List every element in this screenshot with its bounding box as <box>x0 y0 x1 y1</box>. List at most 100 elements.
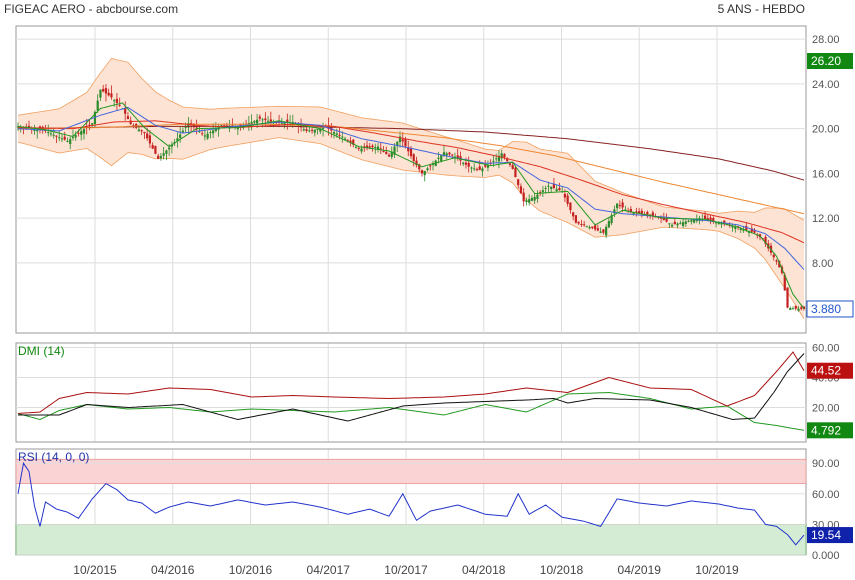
candle-body <box>569 202 572 211</box>
candle-body <box>52 134 55 136</box>
rsi-tick-label: 60.00 <box>812 489 840 501</box>
candle-body <box>533 196 536 201</box>
time-tick-label: 04/2019 <box>618 563 662 577</box>
candle-body <box>687 220 690 222</box>
candle-body <box>558 187 561 191</box>
candle-body <box>338 134 341 136</box>
candle-body <box>385 151 388 155</box>
candle-body <box>319 128 322 132</box>
candle-body <box>464 162 468 165</box>
candle-body <box>36 129 39 132</box>
candle-body <box>613 209 616 214</box>
candle-body <box>66 140 69 142</box>
candle-body <box>407 147 410 152</box>
candle-body <box>448 152 451 155</box>
candle-body <box>77 132 80 134</box>
candle-body <box>264 118 267 121</box>
candle-body <box>712 218 715 222</box>
candle-body <box>478 166 481 171</box>
candle-body <box>74 135 77 138</box>
candle-body <box>115 98 119 103</box>
rsi-title: RSI (14, 0, 0) <box>18 450 89 464</box>
candle-body <box>563 193 567 198</box>
time-tick-label: 04/2016 <box>151 563 195 577</box>
candle-body <box>354 146 358 148</box>
time-tick-label: 04/2018 <box>462 563 506 577</box>
candle-body <box>165 150 168 154</box>
candle-body <box>445 153 448 156</box>
candle-body <box>341 136 344 138</box>
candle-body <box>462 162 465 164</box>
candle-body <box>146 133 149 139</box>
candle-body <box>426 168 429 171</box>
adx-line <box>18 353 805 422</box>
candle-body <box>442 152 446 157</box>
candle-body <box>143 131 146 134</box>
candle-body <box>802 306 806 309</box>
candle-body <box>451 154 454 156</box>
candle-body <box>27 125 31 129</box>
candle-body <box>670 224 674 227</box>
candle-body <box>629 209 632 212</box>
candle-body <box>739 228 742 230</box>
dmi-tick-label: 20.00 <box>812 403 840 415</box>
price-grid <box>15 25 807 555</box>
candle-body <box>574 215 577 223</box>
candle-body <box>239 123 242 127</box>
candle-body <box>552 183 556 188</box>
candle-body <box>679 222 682 224</box>
bollinger-lower-line <box>17 137 805 320</box>
candle-body <box>129 120 132 125</box>
candle-body <box>308 130 311 132</box>
candle-body <box>201 133 204 135</box>
candle-body <box>511 165 514 169</box>
candle-body <box>440 154 443 162</box>
candle-body <box>709 217 712 221</box>
candle-body <box>566 195 569 204</box>
candle-body <box>585 226 588 228</box>
candle-body <box>124 108 127 114</box>
candle-body <box>594 225 597 230</box>
candle-body <box>610 215 613 224</box>
candle-body <box>555 189 558 191</box>
candle-body <box>514 167 517 178</box>
candle-body <box>750 228 753 232</box>
candle-body <box>423 170 426 176</box>
candle-body <box>253 120 256 123</box>
candle-body <box>475 169 479 171</box>
price-tick-label: 28.00 <box>812 34 840 46</box>
candle-body <box>495 158 498 160</box>
candle-body <box>88 124 91 126</box>
candle-body <box>187 123 190 128</box>
candle-body <box>415 160 418 166</box>
candle-body <box>159 156 163 159</box>
candle-body <box>269 119 272 122</box>
candle-body <box>503 154 506 158</box>
candle-body <box>517 179 520 186</box>
candle-body <box>409 148 413 157</box>
candle-body <box>132 125 135 127</box>
candle-body <box>618 205 621 207</box>
candle-body <box>310 129 314 131</box>
candle-body <box>539 192 542 194</box>
candle-body <box>258 116 261 119</box>
candle-body <box>91 123 94 125</box>
rsi-line <box>17 461 805 546</box>
candle-body <box>420 170 424 174</box>
candle-body <box>157 155 160 159</box>
candle-body <box>16 126 20 128</box>
candle-body <box>470 167 473 169</box>
time-tick-label: 10/2019 <box>695 563 739 577</box>
candle-body <box>387 154 391 157</box>
rsi-value: 19.54 <box>811 528 841 542</box>
candle-body <box>352 139 355 145</box>
candle-body <box>60 138 64 140</box>
candle-body <box>365 145 369 148</box>
candle-body <box>572 212 575 217</box>
chart-period: 5 ANS - HEBDO <box>718 2 805 16</box>
candle-body <box>577 221 580 224</box>
candle-body <box>665 217 668 222</box>
candle-body <box>456 155 459 159</box>
